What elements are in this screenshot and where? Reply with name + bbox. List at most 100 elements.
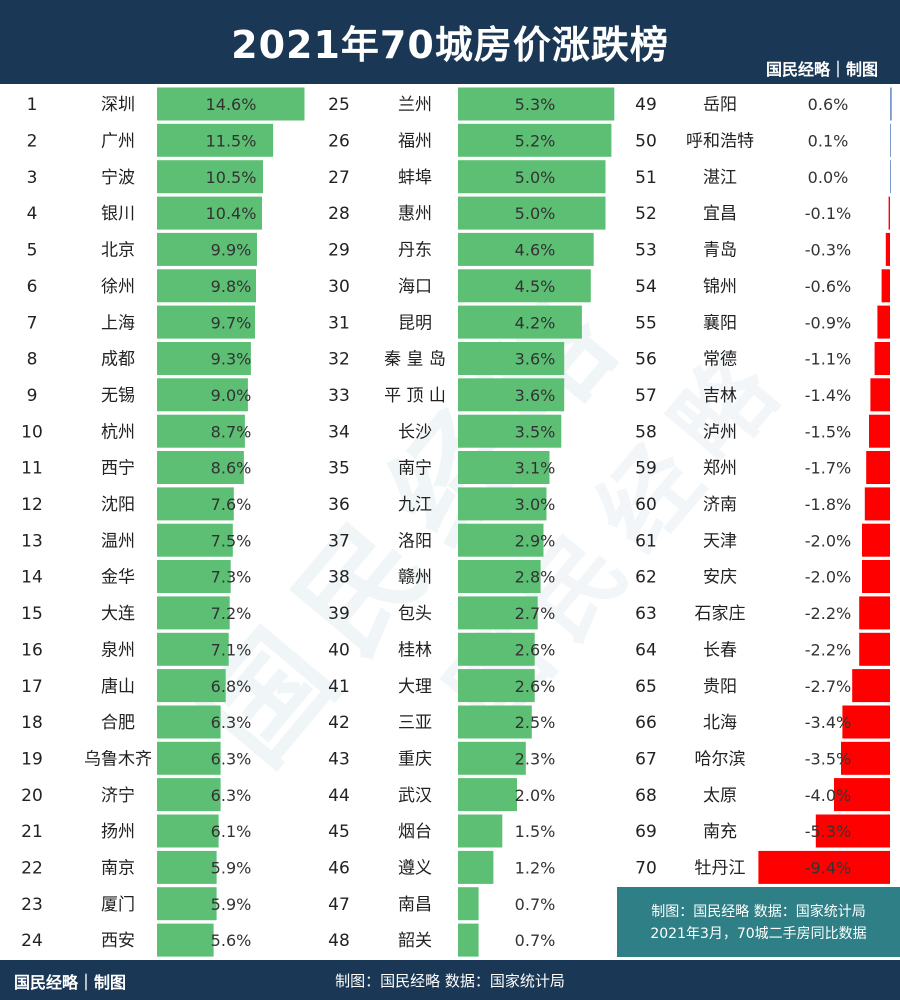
city-label: 合肥 (101, 713, 135, 733)
city-label: 南昌 (398, 895, 432, 915)
bar (758, 850, 890, 884)
value-label: -1.1% (805, 350, 851, 369)
bar (458, 305, 582, 339)
value-label: 6.8% (211, 677, 252, 696)
city-label: 杭州 (101, 422, 135, 442)
city-label: 济南 (703, 495, 737, 515)
value-label: 3.5% (515, 422, 556, 441)
value-label: -5.3% (805, 822, 851, 841)
value-label: 5.9% (211, 859, 252, 878)
value-label: -0.3% (805, 241, 851, 260)
value-label: -1.7% (805, 459, 851, 478)
bar (458, 123, 612, 157)
bar (157, 305, 255, 339)
value-label: 4.5% (515, 277, 556, 296)
value-label: 9.8% (211, 277, 252, 296)
footer-bar: 国民经略｜制图 制图：国民经略 数据：国家统计局 (0, 960, 900, 1000)
bar (458, 342, 565, 375)
city-label: 沈阳 (101, 495, 135, 515)
city-label: 烟台 (398, 822, 432, 842)
rank-label: 28 (328, 204, 350, 224)
header-bar: 2021年70城房价涨跌榜 国民经略｜制图 (0, 0, 900, 84)
bar (458, 196, 606, 230)
city-label: 常德 (703, 350, 737, 370)
value-label: -2.0% (805, 568, 851, 587)
city-label: 海口 (398, 277, 432, 297)
rank-label: 48 (328, 931, 350, 951)
rank-label: 30 (328, 277, 350, 297)
city-label: 太原 (703, 786, 737, 806)
city-label: 泉州 (101, 640, 135, 660)
value-label: 0.7% (515, 931, 556, 950)
city-label: 上海 (101, 313, 135, 333)
value-label: 9.7% (211, 313, 252, 332)
bar (885, 232, 890, 266)
bar (157, 487, 234, 521)
rank-label: 41 (328, 677, 350, 697)
rank-label: 43 (328, 750, 350, 770)
value-label: 10.5% (206, 168, 257, 187)
bar (874, 342, 890, 375)
rank-label: 55 (635, 313, 657, 333)
rank-label: 65 (635, 677, 657, 697)
rank-label: 6 (27, 277, 38, 297)
rank-label: 5 (27, 241, 38, 261)
bar (458, 378, 565, 412)
bar (157, 196, 262, 230)
value-label: 14.6% (206, 95, 257, 114)
city-label: 泸州 (703, 422, 737, 442)
rank-label: 52 (635, 204, 657, 224)
rank-label: 15 (21, 604, 43, 624)
rank-label: 58 (635, 422, 657, 442)
value-label: 5.6% (211, 931, 252, 950)
value-label: 5.2% (515, 132, 556, 151)
city-label: 安庆 (703, 568, 737, 588)
value-label: 7.1% (211, 640, 252, 659)
value-label: -2.2% (805, 604, 851, 623)
city-label: 贵阳 (703, 677, 737, 697)
city-label: 惠州 (398, 204, 432, 224)
header-brand: 国民经略｜制图 (765, 60, 878, 79)
value-label: 2.8% (515, 568, 556, 587)
city-label: 金华 (101, 568, 135, 588)
bar (157, 87, 305, 121)
city-label: 宜昌 (703, 204, 737, 224)
rank-label: 4 (27, 204, 38, 224)
rank-label: 32 (328, 350, 350, 370)
rank-label: 35 (328, 459, 350, 479)
rank-label: 9 (27, 386, 38, 406)
rank-label: 25 (328, 95, 350, 115)
city-label: 济宁 (101, 786, 135, 806)
city-label: 锦州 (703, 277, 737, 297)
city-label: 无锡 (101, 386, 135, 406)
value-label: 1.5% (515, 822, 556, 841)
bar (157, 523, 233, 557)
bar (458, 923, 479, 957)
city-label: 哈尔滨 (695, 750, 746, 770)
bar (157, 705, 221, 739)
city-label: 南京 (101, 859, 135, 879)
note-box: 制图：国民经略 数据：国家统计局 2021年3月，70城二手房同比数据 (617, 887, 900, 957)
rank-label: 39 (328, 604, 350, 624)
city-label: 武汉 (398, 786, 432, 806)
bar (458, 705, 532, 739)
rank-label: 49 (635, 95, 657, 115)
rank-label: 31 (328, 313, 350, 333)
bar (157, 632, 229, 666)
bar (888, 196, 890, 230)
bar (458, 887, 479, 921)
value-label: 4.2% (515, 313, 556, 332)
city-label: 秦 皇 岛 (384, 350, 446, 370)
bar (458, 414, 562, 448)
bar (869, 414, 890, 448)
rank-label: 45 (328, 822, 350, 842)
rank-label: 57 (635, 386, 657, 406)
bar (458, 850, 494, 884)
value-label: 6.3% (211, 786, 252, 805)
city-label: 成都 (101, 350, 135, 370)
city-label: 长春 (703, 640, 737, 660)
bar (458, 523, 544, 557)
value-label: 5.0% (515, 168, 556, 187)
rank-label: 7 (27, 313, 38, 333)
